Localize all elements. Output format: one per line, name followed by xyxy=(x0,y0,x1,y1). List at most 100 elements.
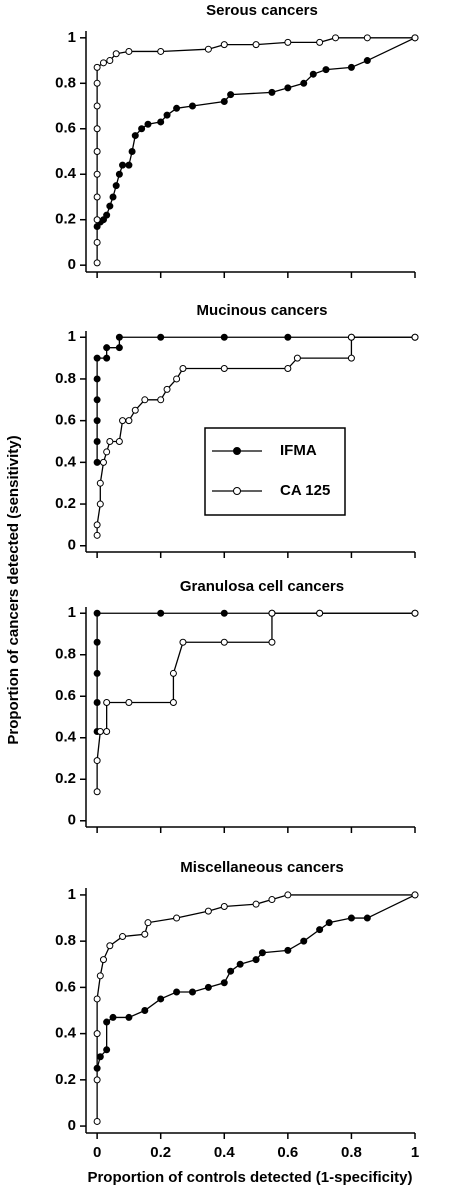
data-point xyxy=(363,57,371,65)
data-point xyxy=(109,1013,117,1021)
data-point xyxy=(103,448,111,456)
data-point xyxy=(93,259,101,267)
y-tick-label: 0.8 xyxy=(55,74,76,91)
data-point xyxy=(128,148,136,155)
data-point xyxy=(220,97,228,105)
chart-title: Miscellaneous cancers xyxy=(180,859,343,876)
data-point xyxy=(141,396,149,404)
data-point xyxy=(411,891,419,899)
data-point xyxy=(93,438,101,445)
data-point xyxy=(112,182,120,190)
data-point xyxy=(157,995,165,1003)
data-point xyxy=(106,942,114,950)
legend-marker xyxy=(233,447,241,455)
data-point xyxy=(131,406,139,414)
data-point xyxy=(131,132,139,140)
data-point xyxy=(93,125,101,133)
data-point xyxy=(300,79,308,87)
chart-title: Serous cancers xyxy=(206,2,318,19)
y-tick-label: 0.8 xyxy=(55,932,76,949)
data-point xyxy=(93,1117,101,1125)
y-axis-label: Proportion of cancers detected (sensitiv… xyxy=(5,435,22,744)
data-point xyxy=(173,988,181,996)
data-point xyxy=(93,788,101,796)
data-point xyxy=(258,949,266,957)
data-point xyxy=(93,698,101,706)
data-point xyxy=(103,728,111,736)
y-tick-label: 0.6 xyxy=(55,978,76,995)
data-point xyxy=(204,907,212,915)
data-point xyxy=(220,902,228,910)
data-point xyxy=(188,102,196,110)
chart-title: Granulosa cell cancers xyxy=(180,578,344,595)
x-axis-label: Proportion of controls detected (1-speci… xyxy=(87,1169,412,1186)
data-point xyxy=(268,88,276,96)
data-point xyxy=(141,1007,149,1014)
data-point xyxy=(316,609,324,617)
data-point xyxy=(93,995,101,1003)
data-point xyxy=(93,521,101,529)
data-point xyxy=(99,458,107,466)
data-point xyxy=(268,609,276,617)
y-tick-label: 1 xyxy=(68,328,76,345)
data-point xyxy=(252,900,260,908)
data-point xyxy=(220,365,228,373)
data-point xyxy=(103,344,111,352)
data-point xyxy=(93,79,101,87)
data-point xyxy=(103,1018,111,1026)
data-point xyxy=(93,170,101,178)
data-point xyxy=(93,148,101,155)
data-point xyxy=(363,34,371,42)
data-point xyxy=(347,354,355,362)
data-point xyxy=(93,238,101,246)
data-point xyxy=(227,967,235,975)
data-point xyxy=(115,438,123,445)
series-line xyxy=(96,612,415,792)
data-point xyxy=(411,34,419,42)
y-tick-label: 0 xyxy=(68,812,76,829)
data-point xyxy=(411,609,419,617)
data-point xyxy=(173,914,181,922)
data-point xyxy=(125,47,133,55)
data-point xyxy=(93,63,101,71)
data-point xyxy=(141,930,149,938)
data-point xyxy=(169,669,177,677)
data-point xyxy=(93,638,101,646)
data-point xyxy=(93,354,101,362)
data-point xyxy=(204,983,212,991)
y-tick-label: 0.4 xyxy=(55,165,77,182)
y-tick-label: 1 xyxy=(68,29,76,46)
legend-label: CA 125 xyxy=(280,482,330,499)
data-point xyxy=(157,333,165,341)
data-point xyxy=(93,757,101,765)
series-line xyxy=(96,37,416,227)
y-tick-label: 0.2 xyxy=(55,495,76,512)
data-point xyxy=(125,417,133,425)
legend-box xyxy=(204,427,346,516)
data-point xyxy=(316,38,324,46)
data-point xyxy=(268,896,276,904)
data-point xyxy=(99,956,107,964)
y-tick-label: 0.2 xyxy=(55,211,76,228)
y-tick-label: 0.2 xyxy=(55,1071,76,1088)
data-point xyxy=(220,979,228,987)
data-point xyxy=(316,926,324,934)
series-line xyxy=(96,612,415,732)
y-tick-label: 0.8 xyxy=(55,370,76,387)
data-point xyxy=(93,417,101,425)
data-point xyxy=(236,960,244,968)
data-point xyxy=(138,125,146,133)
data-point xyxy=(103,698,111,706)
data-point xyxy=(93,1076,101,1084)
data-point xyxy=(220,333,228,341)
data-point xyxy=(220,41,228,49)
y-tick-label: 0.6 xyxy=(55,412,76,429)
legend-label: IFMA xyxy=(280,442,317,459)
data-point xyxy=(220,638,228,646)
data-point xyxy=(163,385,171,393)
y-tick-label: 1 xyxy=(68,604,76,621)
data-point xyxy=(284,38,292,46)
data-point xyxy=(293,354,301,362)
data-point xyxy=(332,34,340,42)
data-point xyxy=(220,609,228,617)
